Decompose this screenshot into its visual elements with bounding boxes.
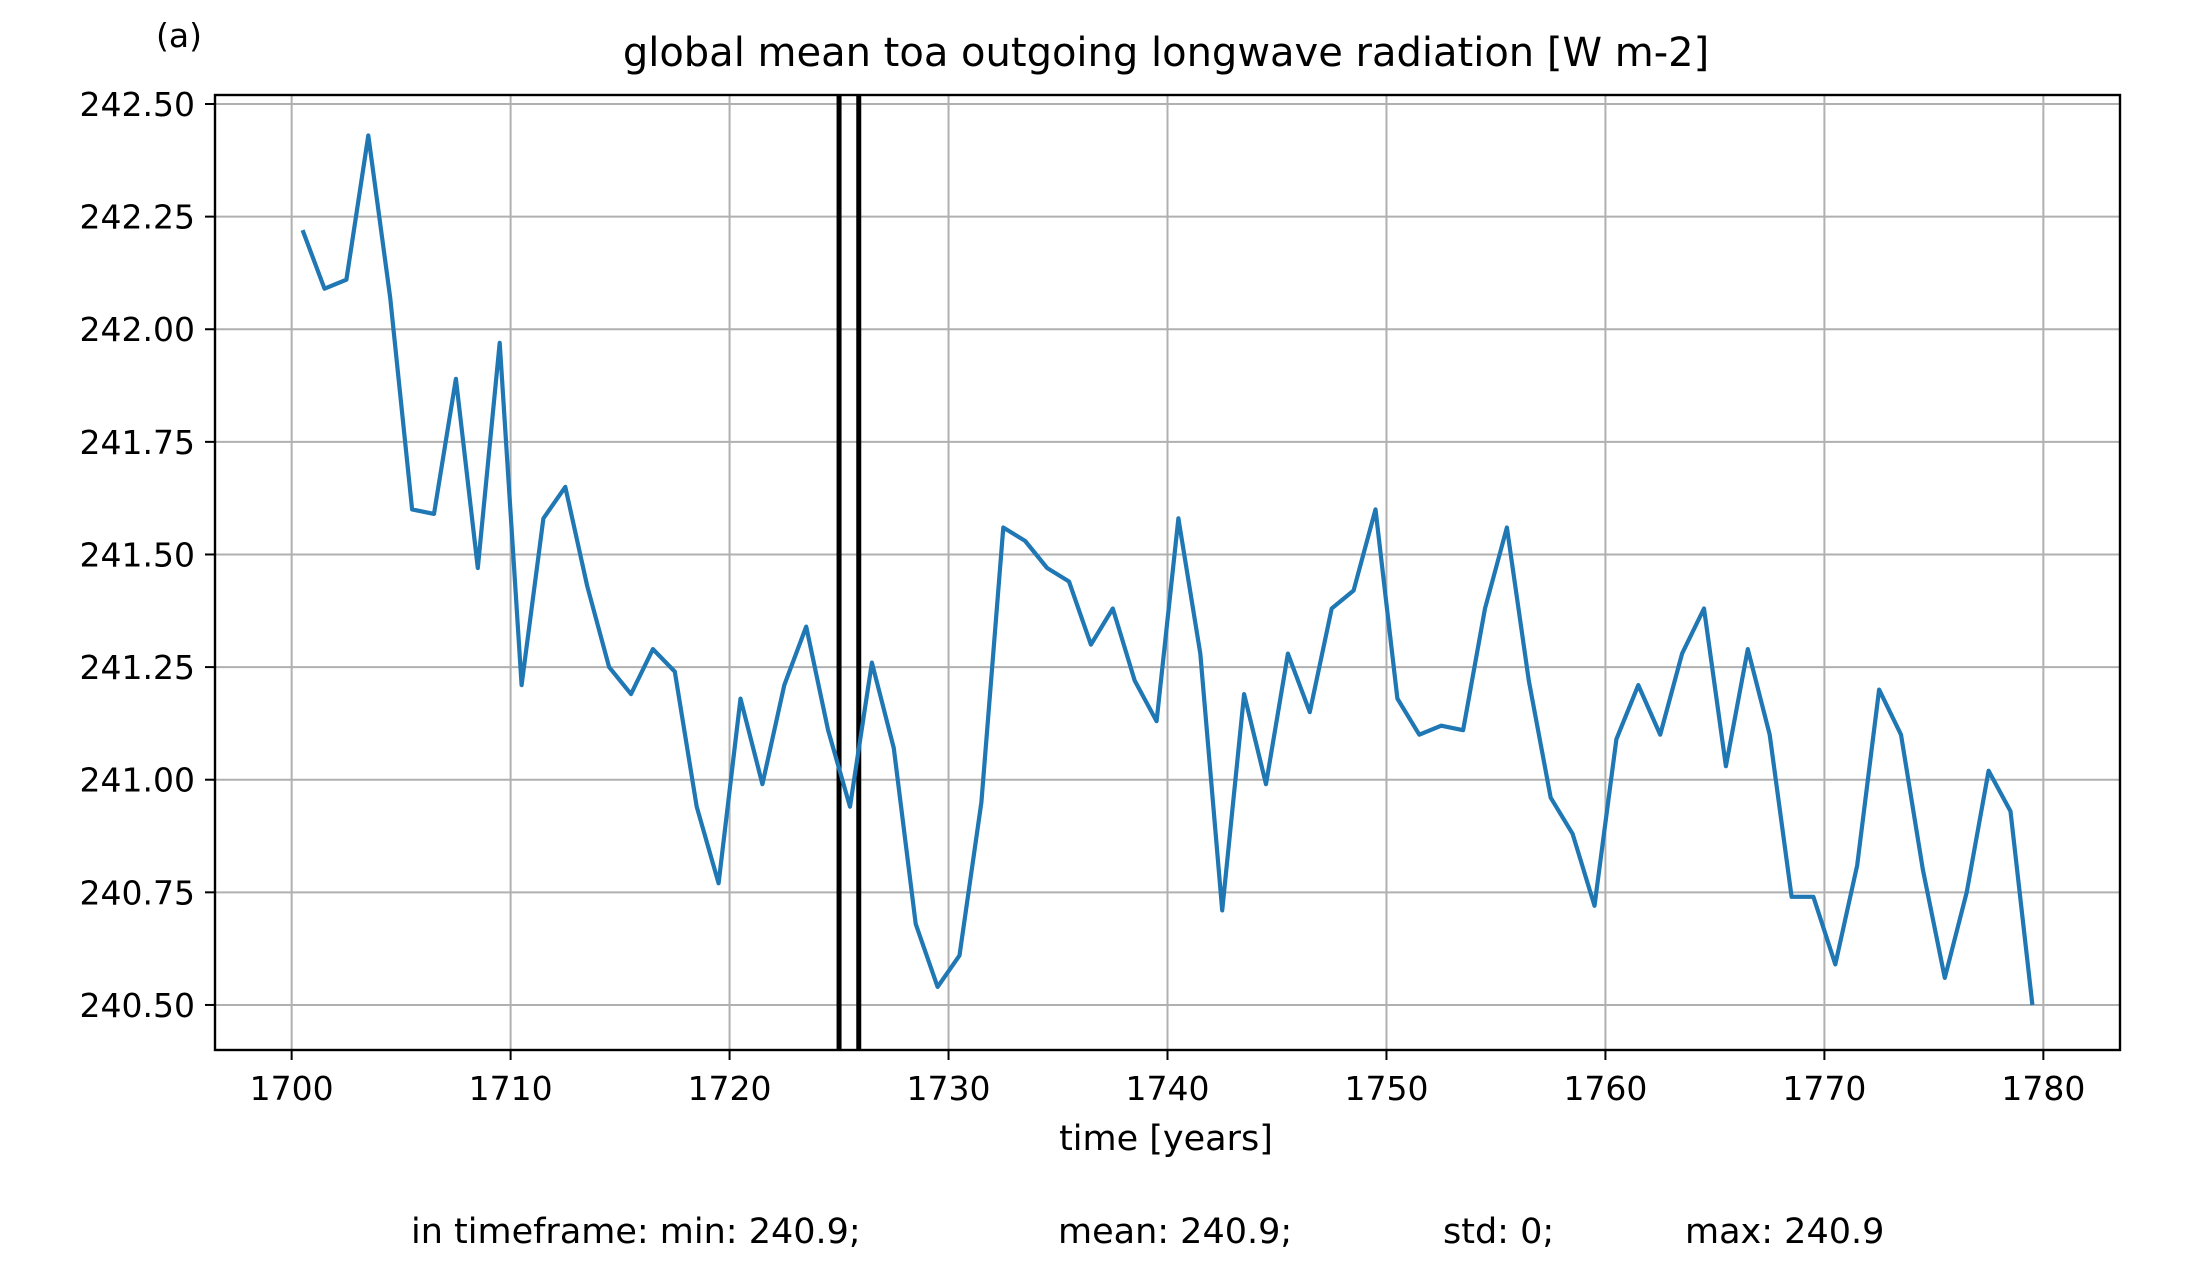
stats-min: in timeframe: min: 240.9; xyxy=(411,1212,861,1252)
series-layer xyxy=(300,133,2035,1006)
x-axis-ticks: 1700 1710 1720 1730 1740 1750 1760 1770 1780 xyxy=(250,1050,2085,1108)
x-tick-label: 1780 xyxy=(2001,1069,2085,1108)
x-tick-label: 1700 xyxy=(250,1069,334,1108)
grid xyxy=(215,95,2120,1050)
y-axis-ticks: 240.50 240.75 241.00 241.25 241.50 241.75 242.… xyxy=(80,85,215,1025)
x-tick-label: 1720 xyxy=(688,1069,772,1108)
chart-title: global mean toa outgoing longwave radiat… xyxy=(623,30,1709,76)
y-tick-label: 242.00 xyxy=(80,310,195,349)
x-tick-label: 1710 xyxy=(469,1069,553,1108)
x-tick-label: 1750 xyxy=(1344,1069,1428,1108)
x-axis-label: time [years] xyxy=(1059,1119,1273,1159)
panel-label: (a) xyxy=(156,16,202,55)
stats-mean: mean: 240.9; xyxy=(1058,1212,1292,1252)
vertical-markers xyxy=(836,95,862,1050)
x-tick-label: 1730 xyxy=(907,1069,991,1108)
x-tick-label: 1770 xyxy=(1782,1069,1866,1108)
x-tick-label: 1760 xyxy=(1563,1069,1647,1108)
y-tick-label: 242.25 xyxy=(80,198,195,237)
plot-frame xyxy=(213,93,2122,1052)
y-tick-label: 242.50 xyxy=(80,85,195,124)
y-tick-label: 240.75 xyxy=(80,873,195,912)
x-tick-label: 1740 xyxy=(1126,1069,1210,1108)
stats-max: max: 240.9 xyxy=(1685,1212,1884,1252)
y-tick-label: 240.50 xyxy=(80,986,195,1025)
y-tick-label: 241.25 xyxy=(80,648,195,687)
series-line xyxy=(300,133,2035,1006)
y-tick-label: 241.50 xyxy=(80,535,195,574)
stats-std: std: 0; xyxy=(1443,1212,1554,1252)
y-tick-label: 241.00 xyxy=(80,761,195,800)
y-tick-label: 241.75 xyxy=(80,423,195,462)
